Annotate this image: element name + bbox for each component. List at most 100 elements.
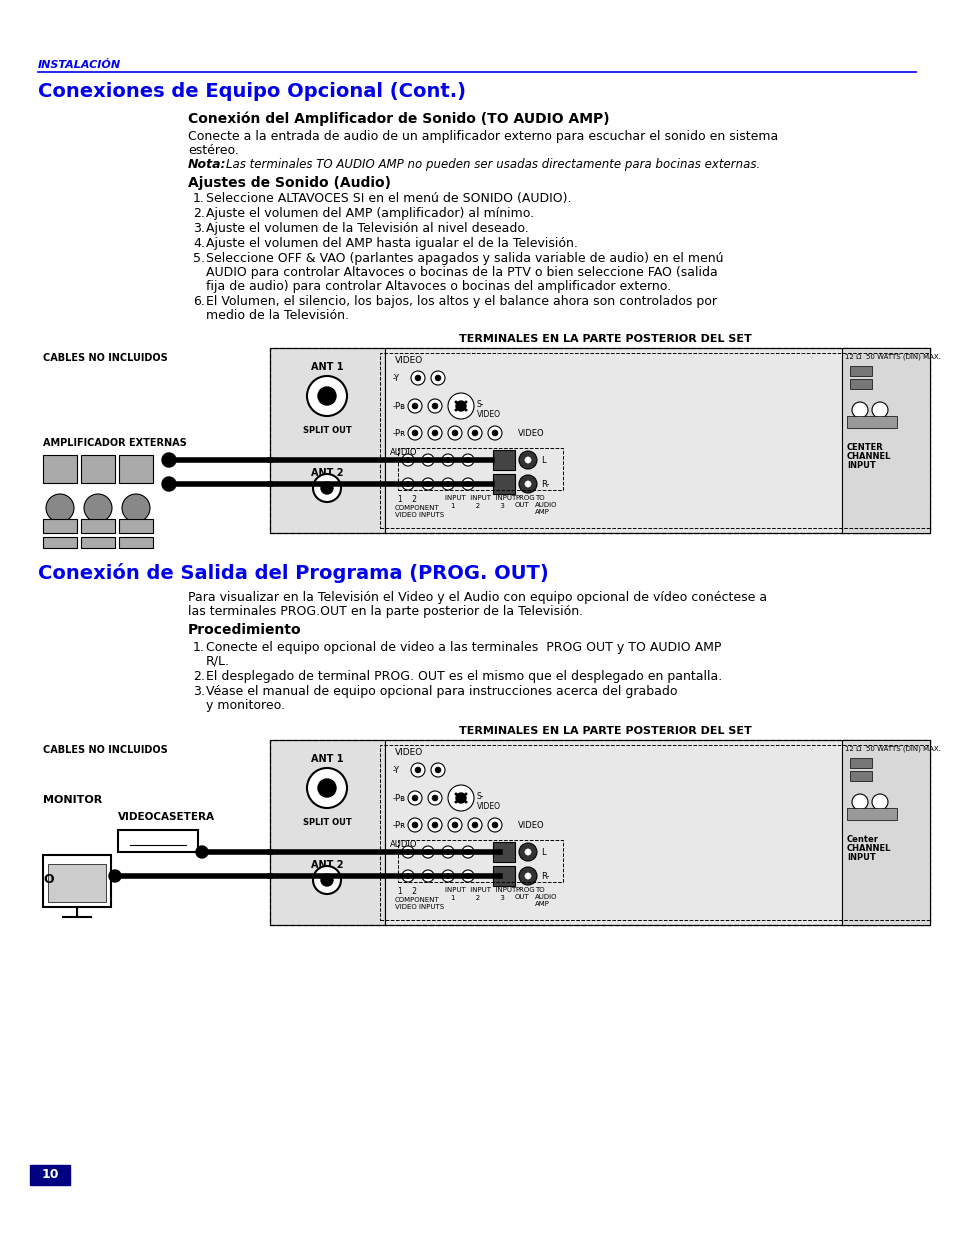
Text: Véase el manual de equipo opcional para instrucciones acerca del grabado: Véase el manual de equipo opcional para … xyxy=(206,685,677,698)
Circle shape xyxy=(448,818,461,832)
Text: AUDIO: AUDIO xyxy=(390,840,417,848)
Circle shape xyxy=(518,475,537,493)
Text: VIDEO INPUTS: VIDEO INPUTS xyxy=(395,904,444,910)
Circle shape xyxy=(432,795,437,802)
Circle shape xyxy=(428,818,441,832)
Circle shape xyxy=(464,400,467,404)
Text: L: L xyxy=(540,848,545,857)
Text: 12 Ω  50 WATTS (DIN) MAX.: 12 Ω 50 WATTS (DIN) MAX. xyxy=(844,745,940,752)
Text: SPLIT OUT: SPLIT OUT xyxy=(302,426,351,435)
Circle shape xyxy=(448,393,474,419)
Text: 1    2: 1 2 xyxy=(397,887,416,897)
Bar xyxy=(493,866,515,885)
Circle shape xyxy=(468,426,481,440)
Text: OUT: OUT xyxy=(515,894,529,900)
Circle shape xyxy=(317,387,335,405)
Text: medio de la Televisión.: medio de la Televisión. xyxy=(206,309,349,322)
Circle shape xyxy=(320,874,333,885)
Circle shape xyxy=(405,850,410,855)
Text: Conexiones de Equipo Opcional (Cont.): Conexiones de Equipo Opcional (Cont.) xyxy=(38,82,465,101)
Circle shape xyxy=(435,375,440,380)
Bar xyxy=(841,740,929,925)
Text: Para visualizar en la Televisión el Video y el Audio con equipo opcional de víde: Para visualizar en la Televisión el Vide… xyxy=(188,592,766,604)
Text: O: O xyxy=(43,873,53,885)
Text: CABLES NO INCLUIDOS: CABLES NO INCLUIDOS xyxy=(43,745,168,755)
Text: las terminales PROG.OUT en la parte posterior de la Televisión.: las terminales PROG.OUT en la parte post… xyxy=(188,605,582,618)
Circle shape xyxy=(162,453,175,467)
Text: El desplegado de terminal PROG. OUT es el mismo que el desplegado en pantalla.: El desplegado de terminal PROG. OUT es e… xyxy=(206,671,721,683)
Circle shape xyxy=(468,818,481,832)
Text: COMPONENT: COMPONENT xyxy=(395,897,439,903)
Text: INSTALACIÓN: INSTALACIÓN xyxy=(38,61,121,70)
Bar xyxy=(81,537,115,548)
Circle shape xyxy=(492,430,497,436)
Text: 10: 10 xyxy=(41,1168,59,1182)
Bar xyxy=(379,745,929,920)
Text: R/L.: R/L. xyxy=(206,655,230,668)
Circle shape xyxy=(524,848,531,855)
Circle shape xyxy=(441,846,454,858)
Circle shape xyxy=(46,494,74,522)
Text: -Pʙ: -Pʙ xyxy=(393,403,406,411)
Text: y monitoreo.: y monitoreo. xyxy=(206,699,285,713)
Bar xyxy=(849,379,871,389)
Bar xyxy=(385,348,929,534)
Text: Nota:: Nota: xyxy=(188,158,226,170)
Circle shape xyxy=(518,451,537,469)
Text: Ajuste el volumen del AMP hasta igualar el de la Televisión.: Ajuste el volumen del AMP hasta igualar … xyxy=(206,237,578,249)
Circle shape xyxy=(431,370,444,385)
Bar xyxy=(270,348,929,534)
Text: Procedimiento: Procedimiento xyxy=(188,622,301,637)
Text: OUT: OUT xyxy=(515,501,529,508)
Bar xyxy=(849,366,871,375)
Bar xyxy=(118,830,198,852)
Text: SPLIT OUT: SPLIT OUT xyxy=(302,818,351,827)
Circle shape xyxy=(425,873,430,878)
Text: fija de audio) para controlar Altavoces o bocinas del amplificador externo.: fija de audio) para controlar Altavoces … xyxy=(206,280,670,293)
Circle shape xyxy=(524,480,531,487)
Circle shape xyxy=(428,426,441,440)
Text: CHANNEL: CHANNEL xyxy=(846,452,890,461)
Text: Conecte a la entrada de audio de un amplificador externo para escuchar el sonido: Conecte a la entrada de audio de un ampl… xyxy=(188,130,778,143)
Text: -Pʀ: -Pʀ xyxy=(393,429,406,438)
Circle shape xyxy=(456,793,465,803)
Circle shape xyxy=(472,430,477,436)
Bar xyxy=(841,348,929,534)
Text: 6.: 6. xyxy=(193,295,205,308)
Text: El Volumen, el silencio, los bajos, los altos y el balance ahora son controlados: El Volumen, el silencio, los bajos, los … xyxy=(206,295,717,308)
Circle shape xyxy=(432,430,437,436)
Circle shape xyxy=(465,873,470,878)
Text: INPUT: INPUT xyxy=(846,461,875,471)
Circle shape xyxy=(307,768,347,808)
Text: AMPLIFICADOR EXTERNAS: AMPLIFICADOR EXTERNAS xyxy=(43,438,187,448)
Text: -Y: -Y xyxy=(393,374,399,383)
Circle shape xyxy=(441,478,454,490)
Circle shape xyxy=(411,370,424,385)
Circle shape xyxy=(461,478,474,490)
Circle shape xyxy=(524,457,531,463)
Circle shape xyxy=(401,846,414,858)
Circle shape xyxy=(425,482,430,487)
Circle shape xyxy=(851,403,867,417)
Text: 1.: 1. xyxy=(193,641,205,655)
Circle shape xyxy=(871,794,887,810)
Bar xyxy=(43,537,77,548)
Text: INPUT  INPUT  INPUT: INPUT INPUT INPUT xyxy=(444,887,516,893)
Circle shape xyxy=(461,869,474,882)
Text: ANT 1: ANT 1 xyxy=(311,755,343,764)
Text: Seleccione ALTAVOCES SI en el menú de SONIDO (AUDIO).: Seleccione ALTAVOCES SI en el menú de SO… xyxy=(206,191,571,205)
Circle shape xyxy=(456,401,465,411)
Bar xyxy=(81,454,115,483)
Circle shape xyxy=(448,785,474,811)
Text: -Pʀ: -Pʀ xyxy=(393,821,406,830)
Bar xyxy=(119,454,152,483)
Text: PROG: PROG xyxy=(515,495,534,501)
Circle shape xyxy=(412,823,417,827)
Circle shape xyxy=(408,399,421,412)
Text: 1.: 1. xyxy=(193,191,205,205)
Text: Ajuste el volumen de la Televisión al nivel deseado.: Ajuste el volumen de la Televisión al ni… xyxy=(206,222,528,235)
Circle shape xyxy=(84,494,112,522)
Circle shape xyxy=(421,846,434,858)
Circle shape xyxy=(464,800,467,804)
Circle shape xyxy=(307,375,347,416)
